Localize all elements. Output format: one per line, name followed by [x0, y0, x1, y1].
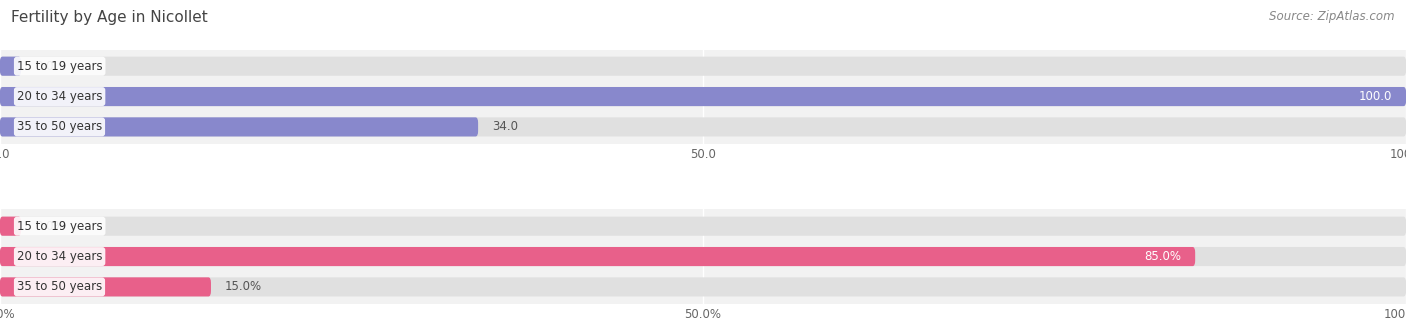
FancyBboxPatch shape — [0, 277, 211, 296]
Text: Fertility by Age in Nicollet: Fertility by Age in Nicollet — [11, 10, 208, 25]
Text: 0.0%: 0.0% — [35, 220, 65, 233]
Text: 15 to 19 years: 15 to 19 years — [17, 220, 103, 233]
FancyBboxPatch shape — [0, 216, 21, 236]
FancyBboxPatch shape — [0, 247, 1195, 266]
Text: 85.0%: 85.0% — [1144, 250, 1181, 263]
Text: 20 to 34 years: 20 to 34 years — [17, 90, 103, 103]
Text: 20 to 34 years: 20 to 34 years — [17, 250, 103, 263]
FancyBboxPatch shape — [0, 216, 1406, 236]
Text: 34.0: 34.0 — [492, 120, 517, 133]
FancyBboxPatch shape — [0, 57, 21, 76]
FancyBboxPatch shape — [0, 277, 1406, 296]
Text: Source: ZipAtlas.com: Source: ZipAtlas.com — [1270, 10, 1395, 23]
FancyBboxPatch shape — [0, 117, 1406, 137]
Text: 35 to 50 years: 35 to 50 years — [17, 280, 103, 293]
Text: 100.0: 100.0 — [1358, 90, 1392, 103]
Text: 15 to 19 years: 15 to 19 years — [17, 60, 103, 73]
Text: 15.0%: 15.0% — [225, 280, 262, 293]
Text: 35 to 50 years: 35 to 50 years — [17, 120, 103, 133]
FancyBboxPatch shape — [0, 57, 1406, 76]
Text: 0.0: 0.0 — [35, 60, 53, 73]
FancyBboxPatch shape — [0, 247, 1406, 266]
FancyBboxPatch shape — [0, 87, 1406, 106]
FancyBboxPatch shape — [0, 117, 478, 137]
FancyBboxPatch shape — [0, 87, 1406, 106]
